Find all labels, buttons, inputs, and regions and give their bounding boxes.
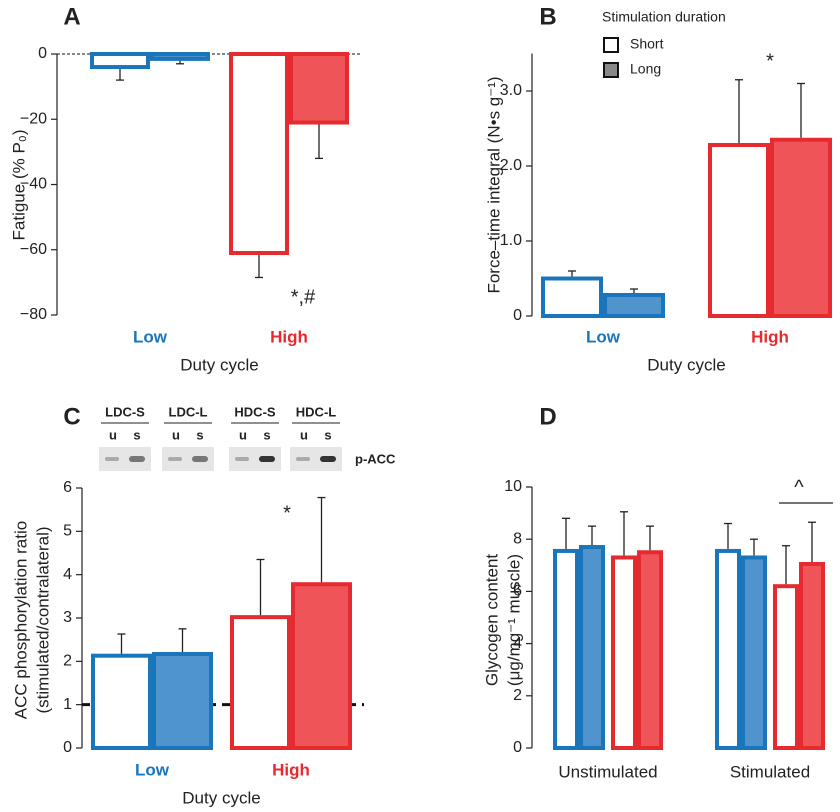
bar — [715, 548, 741, 750]
blot-band — [320, 456, 336, 462]
x-axis-label: Duty cycle — [647, 355, 725, 374]
category-label: Low — [586, 327, 621, 346]
y-tick-label: −80 — [20, 306, 47, 323]
legend-label: Short — [630, 36, 664, 52]
annotation: * — [283, 502, 291, 524]
bar — [773, 584, 799, 750]
panel-letter: B — [539, 3, 556, 30]
y-tick-label: 6 — [63, 479, 72, 496]
y-tick-label: 5 — [63, 523, 72, 540]
blot-lane-label: LDC-S — [105, 404, 145, 419]
blot-sublane-label: u — [300, 427, 308, 442]
bar — [603, 293, 665, 318]
y-tick-label: 6 — [513, 583, 522, 600]
blot-lane-label: HDC-S — [234, 404, 275, 419]
annotation: *,# — [291, 286, 316, 308]
blot-band — [296, 457, 310, 461]
y-tick-label: 2 — [513, 687, 522, 704]
blot-sublane-label: u — [172, 427, 180, 442]
bar — [553, 548, 579, 750]
blot-sublane-label: s — [133, 427, 140, 442]
category-label: Unstimulated — [558, 762, 657, 781]
legend-swatch — [603, 62, 619, 78]
legend-swatch — [603, 37, 619, 53]
y-tick-label: 1 — [63, 696, 72, 713]
category-label: High — [270, 327, 308, 346]
y-tick-label: 4 — [63, 566, 72, 583]
bar — [150, 52, 210, 61]
blot-sublane-label: u — [109, 427, 117, 442]
blot-band — [105, 457, 119, 461]
y-tick-label: −60 — [20, 241, 47, 258]
y-tick-label: 4 — [513, 635, 522, 652]
bar — [91, 653, 152, 751]
bar — [708, 143, 770, 318]
blot-band — [235, 457, 249, 461]
bar — [289, 52, 349, 125]
y-tick-label: 0 — [38, 45, 47, 62]
y-tick-label: 1.0 — [500, 232, 522, 249]
y-axis-label: (stimulated/contralateral) — [33, 526, 52, 713]
blot-band — [192, 456, 208, 462]
annotation: * — [766, 50, 774, 72]
blot-band — [129, 456, 145, 462]
bar — [611, 555, 637, 750]
category-label: High — [751, 327, 789, 346]
bar — [741, 555, 767, 750]
panel-letter: A — [63, 3, 80, 30]
y-tick-label: 8 — [513, 530, 522, 547]
y-tick-label: 3 — [63, 609, 72, 626]
y-tick-label: 10 — [504, 478, 522, 495]
bar — [541, 276, 603, 318]
y-tick-label: 0 — [513, 307, 522, 324]
y-axis-label: Fatigue (% P₀) — [9, 130, 28, 241]
blot-sublane-label: s — [263, 427, 270, 442]
category-label: Stimulated — [730, 762, 810, 781]
bar — [230, 615, 291, 751]
bar — [90, 52, 150, 70]
y-tick-label: 0 — [63, 739, 72, 756]
bar — [770, 137, 832, 318]
category-label: Low — [133, 327, 168, 346]
bar — [152, 651, 213, 751]
blot-sublane-label: s — [196, 427, 203, 442]
y-axis-label: (μg/mg⁻¹ muscle) — [504, 554, 523, 686]
bar — [579, 545, 605, 751]
legend-title: Stimulation duration — [602, 9, 726, 25]
y-tick-label: 2.0 — [500, 157, 522, 174]
blot-label: p-ACC — [355, 451, 396, 466]
blot-band — [259, 456, 275, 462]
bar — [799, 561, 825, 750]
annotation: ^ — [794, 476, 804, 498]
blot-sublane-label: s — [324, 427, 331, 442]
y-tick-label: −40 — [20, 176, 47, 193]
y-tick-label: 0 — [513, 739, 522, 756]
panel-letter: D — [539, 403, 556, 430]
y-tick-label: 3.0 — [500, 82, 522, 99]
category-label: Low — [135, 760, 170, 779]
y-axis-label: Force–time integral (N•s g⁻¹) — [484, 76, 503, 293]
blot-sublane-label: u — [239, 427, 247, 442]
blot-band — [168, 457, 182, 461]
blot-lane-label: HDC-L — [296, 404, 336, 419]
category-label: High — [272, 760, 310, 779]
y-tick-label: 2 — [63, 653, 72, 670]
y-axis-label: ACC phosphorylation ratio — [11, 521, 30, 719]
panel-letter: C — [63, 403, 80, 430]
bar — [637, 550, 663, 750]
x-axis-label: Duty cycle — [182, 788, 260, 807]
legend-label: Long — [630, 61, 661, 77]
bar — [291, 582, 352, 751]
y-tick-label: −20 — [20, 110, 47, 127]
blot-lane-label: LDC-L — [169, 404, 208, 419]
y-axis-label: Glycogen content — [482, 554, 501, 687]
x-axis-label: Duty cycle — [180, 355, 258, 374]
bar — [229, 52, 289, 256]
